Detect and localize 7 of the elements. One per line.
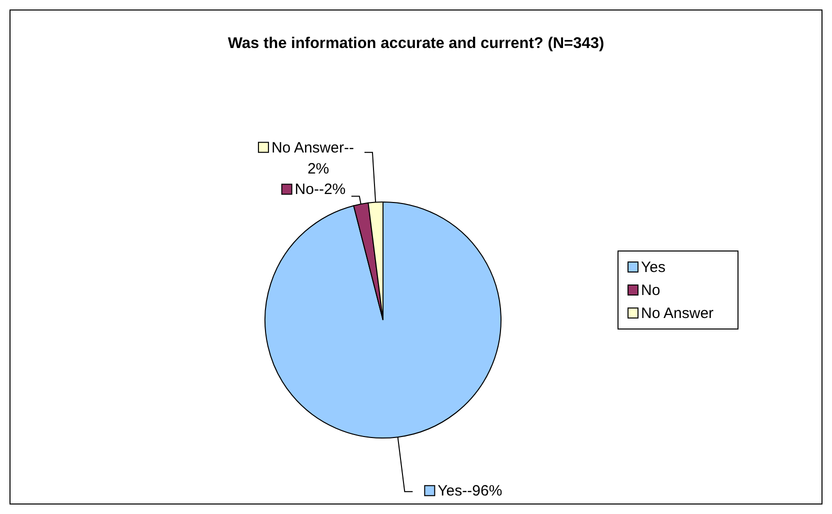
data-label: No Answer--2% xyxy=(271,139,354,178)
data-label: No--2% xyxy=(294,181,346,198)
chart-title: Was the information accurate and current? (N=343) xyxy=(228,35,604,52)
data-label: Yes--96% xyxy=(438,482,502,500)
legend-label: No xyxy=(641,282,660,299)
legend-label: Yes xyxy=(641,258,666,276)
legend-label: No Answer xyxy=(641,304,714,322)
